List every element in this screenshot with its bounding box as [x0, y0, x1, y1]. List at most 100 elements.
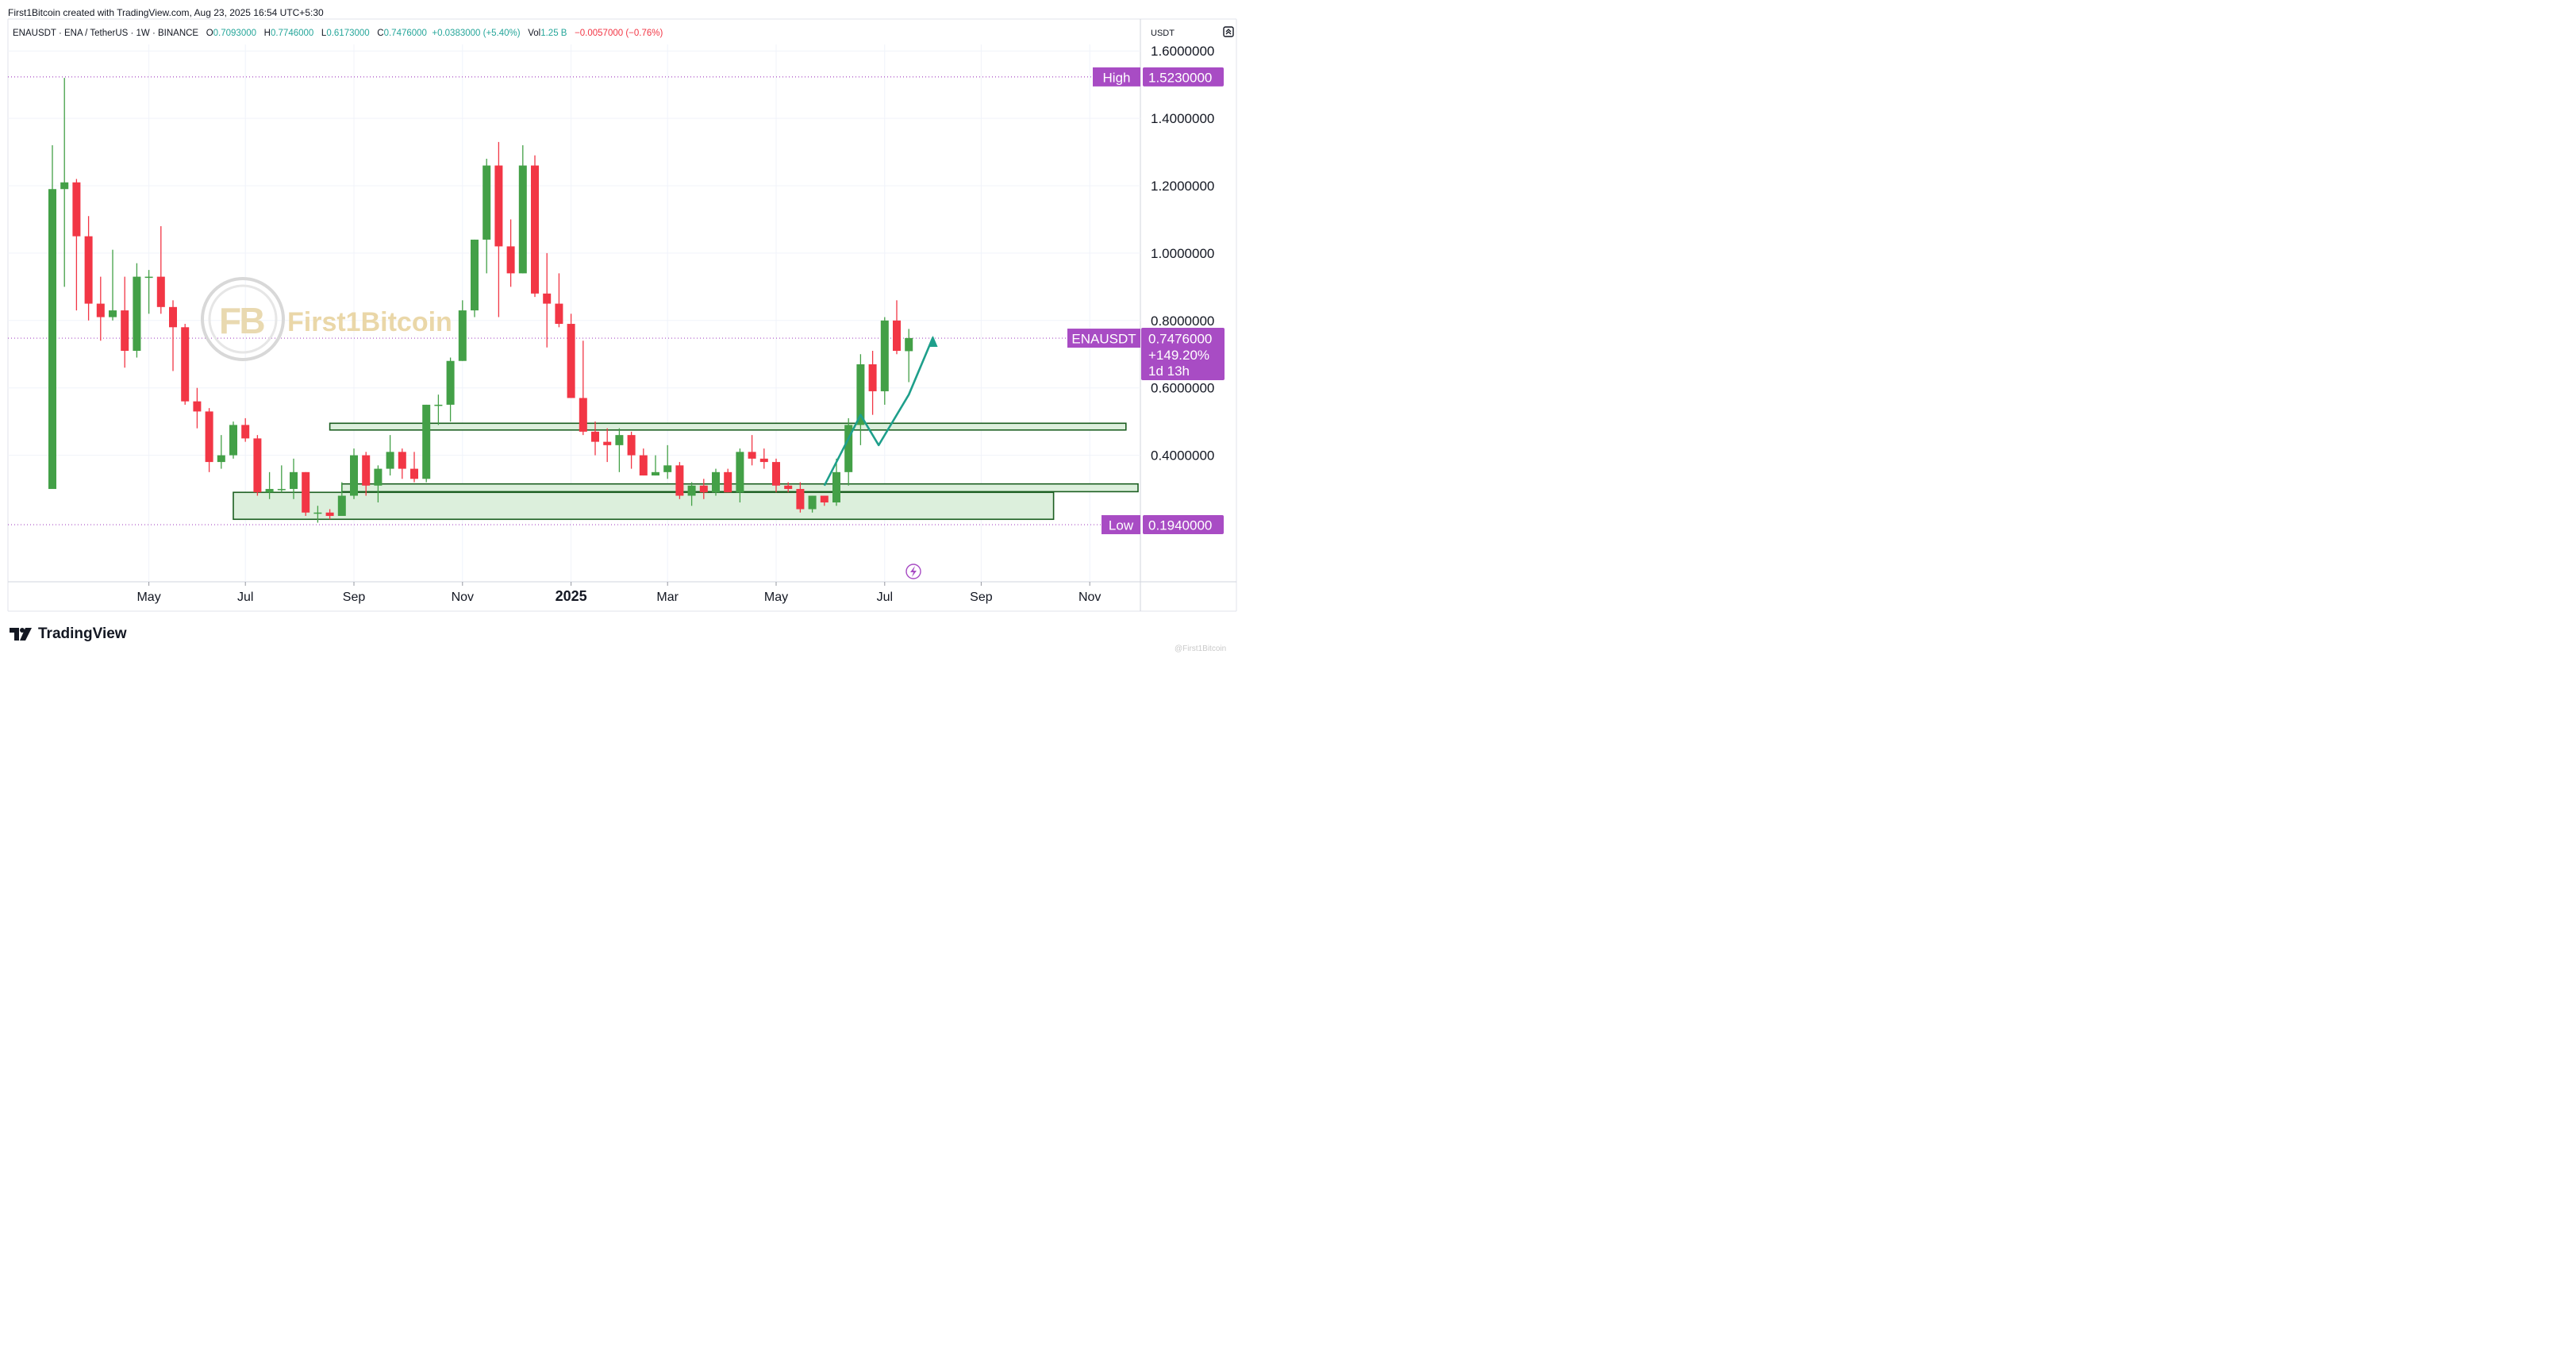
- candle-up: [471, 239, 479, 317]
- vol-change: −0.0057000 (−0.76%): [575, 29, 663, 38]
- candle-body: [337, 495, 346, 517]
- projection-zigzag: [823, 337, 934, 487]
- candle-body: [796, 489, 805, 510]
- candle-up: [446, 357, 455, 422]
- chart-frame[interactable]: F B First1Bitcoin 1.6000000 1.4000000 1.2000…: [0, 0, 1244, 656]
- candle-up: [133, 263, 141, 358]
- candle-up: [652, 455, 659, 476]
- attribution-text: First1Bitcoin created with TradingView.c…: [8, 7, 324, 18]
- candle-body: [181, 327, 190, 402]
- candle-down: [193, 387, 202, 429]
- candle-body: [362, 455, 371, 486]
- first1bitcoin-watermark: FB First1Bitcoin: [201, 277, 452, 361]
- lightning-icon[interactable]: [905, 564, 921, 579]
- close-label: C: [377, 29, 384, 38]
- lightning-icon-bolt: [910, 566, 917, 577]
- high-value: 0.7746000: [270, 29, 314, 38]
- badge-value-bg: [1143, 67, 1224, 87]
- candle-down: [410, 452, 418, 483]
- symbol-name[interactable]: ENAUSDT · ENA / TetherUS · 1W · BINANCE: [13, 29, 199, 38]
- grid-layer: [7, 18, 1237, 612]
- candle-body: [591, 431, 599, 442]
- badge-value-text: 0.1940000: [1148, 518, 1212, 533]
- candle-body: [736, 452, 744, 493]
- candle-body: [531, 165, 539, 294]
- candle-up: [808, 495, 817, 513]
- candle-down: [603, 428, 612, 463]
- badge-label-text: High: [1103, 70, 1131, 85]
- candle-body: [48, 189, 56, 490]
- scale-settings-icon[interactable]: [1222, 25, 1235, 38]
- candle-up: [905, 329, 913, 383]
- candle-down: [796, 482, 805, 513]
- candle-up: [386, 435, 394, 476]
- candle-body: [205, 411, 213, 463]
- tradingview-brand: TradingView: [38, 625, 127, 642]
- x-tick-label: Nov: [452, 591, 474, 604]
- candle-up: [337, 482, 346, 517]
- candle-body: [60, 182, 69, 190]
- candle-body: [84, 236, 93, 304]
- tradingview-logo[interactable]: TradingView: [10, 625, 127, 643]
- candle-up: [350, 448, 358, 499]
- candle-down: [531, 155, 539, 298]
- candle-body: [880, 320, 889, 391]
- vol-value: 1.25 B: [540, 29, 567, 38]
- current-symbol-bg: [1067, 329, 1140, 348]
- candle-up: [290, 458, 298, 499]
- badge-high: High 1.5230000: [1093, 67, 1224, 87]
- badge-value-text: 1.5230000: [1148, 70, 1212, 85]
- axis-unit: USDT: [1151, 29, 1175, 38]
- candle-body: [663, 465, 672, 472]
- close-value: 0.7476000: [383, 29, 427, 38]
- y-tick-label: 1.4000000: [1151, 111, 1214, 126]
- candle-down: [759, 448, 768, 469]
- low-label: L: [321, 29, 327, 38]
- low-value: 0.6173000: [326, 29, 370, 38]
- candle-down: [205, 408, 213, 472]
- current-price-badge: ENAUSDT 0.7476000+149.20%1d 13h: [1067, 328, 1225, 381]
- x-tick-label: Nov: [1078, 591, 1101, 604]
- candle-body: [109, 310, 117, 317]
- candle-up: [144, 270, 153, 314]
- candle-body: [712, 471, 720, 493]
- candle-down: [494, 141, 503, 317]
- candle-up: [712, 468, 720, 496]
- candle-up: [229, 421, 237, 459]
- open-value: 0.7093000: [213, 29, 257, 38]
- candle-body: [639, 455, 648, 476]
- price-chart[interactable]: FB First1Bitcoin 1.6000000 1.4000000 1.2000…: [0, 0, 1244, 656]
- candle-up: [832, 458, 840, 506]
- tradingview-mark-icon: [10, 628, 32, 641]
- candle-up: [483, 159, 491, 274]
- y-tick-label: 1.6000000: [1151, 44, 1214, 59]
- axis-layer: 1.6000000 1.4000000 1.2000000 1.0000000 0.80…: [136, 44, 1214, 604]
- watermark-wordmark: First1Bitcoin: [287, 307, 452, 337]
- candle-up: [434, 394, 443, 425]
- candle-down: [181, 324, 190, 405]
- candle-body: [133, 276, 141, 352]
- candle-body: [350, 455, 358, 496]
- badge-label-bg: [1093, 67, 1140, 87]
- x-tick-label: Mar: [656, 591, 679, 604]
- candle-body: [579, 398, 587, 432]
- candle-body: [483, 165, 491, 240]
- candle-down: [567, 314, 575, 398]
- symbol-ohlc-line: ENAUSDT · ENA / TetherUS · 1W · BINANCE …: [13, 29, 663, 38]
- candle-body: [748, 452, 756, 459]
- candle-up: [422, 404, 431, 483]
- candle-up: [844, 417, 853, 486]
- vol-label: Vol: [528, 29, 541, 38]
- support-zone: [329, 422, 1127, 431]
- watermark-monogram: F: [219, 300, 241, 341]
- candle-body: [386, 452, 394, 469]
- candle-body: [699, 485, 708, 493]
- candle-up: [60, 78, 69, 287]
- candle-body: [555, 303, 563, 325]
- badge-label-text: Low: [1109, 518, 1134, 533]
- candle-body: [446, 360, 455, 405]
- candle-down: [555, 273, 563, 328]
- candle-down: [121, 276, 129, 368]
- watermark-ring-inner: [208, 284, 278, 354]
- y-tick-label: 0.6000000: [1151, 381, 1214, 396]
